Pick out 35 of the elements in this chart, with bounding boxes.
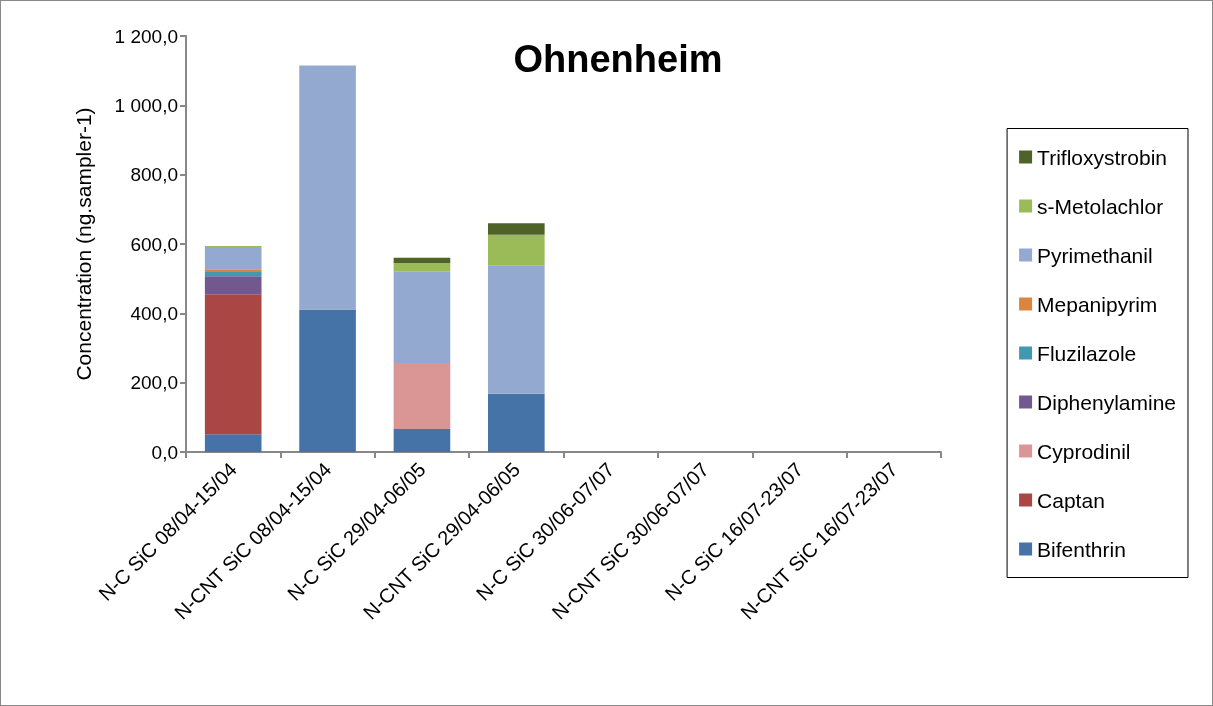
y-tick-label: 0,0: [151, 441, 178, 463]
bar: [488, 393, 545, 452]
legend-label: Cyprodinil: [1037, 439, 1131, 463]
legend-label: Diphenylamine: [1037, 390, 1177, 414]
bar: [299, 65, 356, 310]
bar: [393, 257, 451, 264]
y-tick-label: 400,0: [130, 302, 178, 324]
chart-title: Ohnenheim: [513, 38, 723, 80]
legend-label: Trifloxystrobin: [1037, 145, 1168, 169]
bar: [488, 234, 545, 266]
bar: [488, 265, 545, 394]
bar: [204, 269, 262, 273]
y-tick-label: 1 000,0: [114, 94, 178, 116]
bar: [393, 263, 451, 272]
y-tick-label: 200,0: [130, 372, 178, 394]
y-axis-title: Concentration (ng.sampler-1): [72, 107, 95, 381]
bar: [204, 272, 262, 277]
bar: [488, 223, 545, 235]
y-tick-label: 800,0: [130, 164, 178, 186]
legend-label: Bifenthrin: [1037, 537, 1126, 561]
bar: [204, 276, 262, 295]
bar: [204, 434, 262, 452]
legend-label: Pyrimethanil: [1037, 243, 1153, 267]
y-tick-label: 600,0: [130, 233, 178, 255]
bar: [204, 294, 262, 435]
bar: [299, 309, 356, 452]
legend-label: Captan: [1037, 488, 1105, 512]
legend-label: Mepanipyrim: [1037, 292, 1158, 316]
y-tick-label: 1 200,0: [114, 25, 178, 47]
bar: [393, 429, 451, 452]
bar: [393, 362, 451, 430]
bar: [393, 271, 451, 363]
legend-label: s-Metolachlor: [1037, 194, 1164, 218]
legend-label: Fluzilazole: [1037, 341, 1137, 365]
bar: [204, 247, 262, 270]
